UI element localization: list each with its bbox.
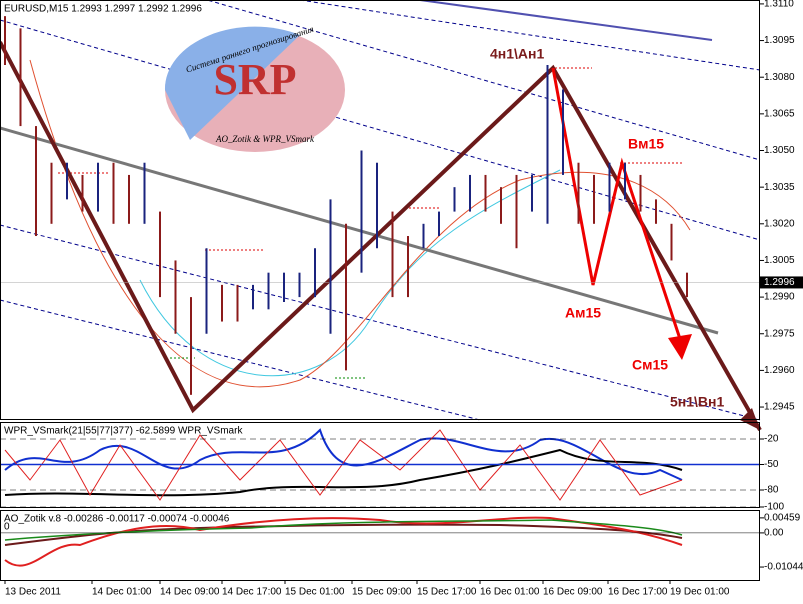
y-tick-label: -100 bbox=[764, 502, 784, 513]
y-tick-label: -0.01044 bbox=[764, 562, 803, 573]
y-tick-label: 1.3020 bbox=[764, 218, 795, 229]
y-tick-label: 0.00459 bbox=[764, 513, 801, 524]
annotation: Ам15 bbox=[565, 305, 601, 321]
x-tick-label: 14 Dec 01:00 bbox=[92, 587, 152, 598]
annotation: 4н1\Ан1 bbox=[490, 46, 544, 62]
y-tick-label: -80 bbox=[764, 485, 779, 496]
x-tick-label: 16 Dec 17:00 bbox=[608, 587, 668, 598]
annotation: Вм15 bbox=[628, 136, 664, 152]
wpr-lines bbox=[4, 428, 683, 501]
x-tick-label: 14 Dec 17:00 bbox=[222, 587, 282, 598]
x-tick-label: 13 Dec 2011 bbox=[5, 587, 61, 598]
chart-drawings bbox=[0, 0, 762, 431]
x-tick-label: 15 Dec 09:00 bbox=[352, 587, 412, 598]
y-tick-label: 1.2960 bbox=[764, 365, 795, 376]
x-tick-label: 19 Dec 01:00 bbox=[670, 587, 730, 598]
y-tick-label: 1.3050 bbox=[764, 145, 795, 156]
x-tick-label: 15 Dec 17:00 bbox=[417, 587, 477, 598]
x-tick-label: 16 Dec 09:00 bbox=[543, 587, 603, 598]
y-tick-label: 1.3095 bbox=[764, 35, 795, 46]
y-tick-label: 0.00 bbox=[764, 528, 784, 539]
annotation: См15 bbox=[632, 357, 668, 373]
logo-title: SRP bbox=[213, 55, 296, 104]
annotation: 5н1\Вн1 bbox=[670, 394, 724, 410]
y-tick-label: 1.2990 bbox=[764, 292, 795, 303]
wpr-label: WPR_VSmark(21|55|77|377) -62.5899 WPR_VS… bbox=[4, 426, 243, 437]
current-price-box bbox=[760, 276, 803, 289]
x-tick-label: 15 Dec 01:00 bbox=[285, 587, 345, 598]
ao-level-label: 0 bbox=[4, 522, 10, 533]
y-tick-label: 1.3005 bbox=[764, 255, 795, 266]
x-tick-label: 14 Dec 09:00 bbox=[160, 587, 220, 598]
y-tick-label: 1.3065 bbox=[764, 108, 795, 119]
ao-label: AO_Zotik v.8 -0.00286 -0.00117 -0.00074 … bbox=[4, 514, 230, 525]
current-price-label: 1.2996 bbox=[764, 277, 795, 288]
y-tick-label: 1.3110 bbox=[764, 0, 794, 10]
y-tick-label: -20 bbox=[764, 434, 779, 445]
logo: SRP Система раннего прогнозирования AO_Z… bbox=[164, 24, 345, 152]
y-tick-label: -50 bbox=[764, 459, 779, 470]
x-tick-label: 16 Dec 01:00 bbox=[480, 587, 540, 598]
y-tick-label: 1.3080 bbox=[764, 72, 795, 83]
chart-header: EURUSD,M15 1.2993 1.2997 1.2992 1.2996 bbox=[4, 4, 202, 15]
y-tick-label: 1.3035 bbox=[764, 182, 795, 193]
logo-credit: AO_Zotik & WPR_VSmark bbox=[215, 134, 315, 144]
panel-frames bbox=[0, 0, 760, 581]
y-tick-label: 1.2945 bbox=[764, 402, 795, 413]
y-tick-label: 1.2975 bbox=[764, 328, 795, 339]
